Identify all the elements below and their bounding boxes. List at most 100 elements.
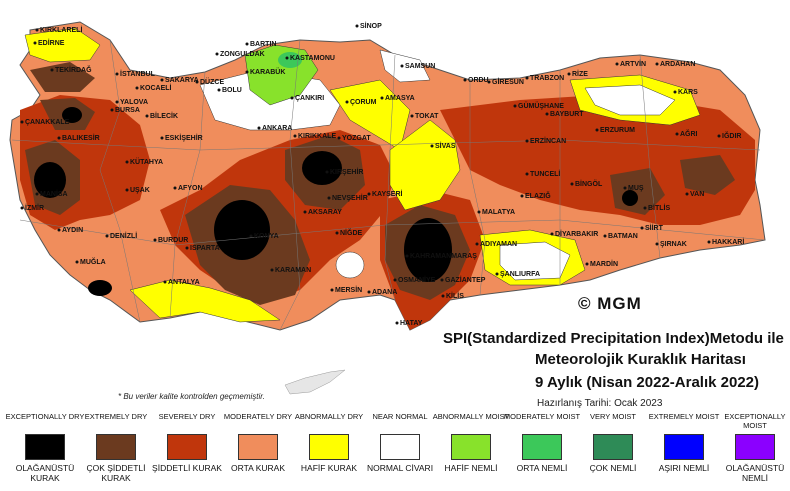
city-dot [110,108,114,112]
legend-english-label: VERY MOIST [590,412,636,421]
city-label: SİİRT [645,224,664,232]
mgm-logo: © MGM [578,294,642,313]
legend-english-label: EXTREMELY MOIST [648,412,720,421]
drought-map: KIRKLARELİEDİRNETEKİRDAĞİSTANBULKOCAELİS… [9,21,766,395]
city-label: KIRŞEHİR [330,168,363,176]
legend-turkish-label: ORTA NEMLİ [516,463,568,473]
city-label: KIRKLARELİ [40,26,82,34]
city-dot [257,126,261,130]
legend-item: MODERATELY MOIST ORTA NEMLİ [502,412,582,473]
city-label: ARDAHAN [660,61,695,68]
legend-turkish-label: HAFİF KURAK [300,463,358,473]
legend-turkish-label: HAFİF NEMLİ [444,463,498,473]
zone-exceptionally-dry-bitlis [622,190,638,206]
city-label: ÇANAKKALE [25,119,70,126]
city-dot [367,290,371,294]
city-label: KIRIKKALE [298,133,336,140]
city-dot [337,136,341,140]
city-label: ORDU [468,77,489,84]
city-dot [303,210,307,214]
city-label: ÇANKIRI [295,95,324,102]
city-label: MUŞ [628,185,644,192]
legend-swatch [735,434,775,460]
city-dot [545,112,549,116]
city-dot [623,186,627,190]
city-dot [249,234,253,238]
city-label: SİNOP [360,22,382,30]
legend-swatch [25,434,65,460]
city-dot [290,96,294,100]
city-label: ARTVİN [620,60,646,68]
city-label: İZMİR [25,204,44,212]
city-dot [475,242,479,246]
city-label: AFYON [178,185,203,192]
zone-extremely-dry-tekirdag [30,62,95,92]
city-dot [293,134,297,138]
city-label: ADIYAMAN [480,241,517,248]
city-dot [325,170,329,174]
city-dot [570,182,574,186]
city-label: YOZGAT [342,135,371,142]
city-dot [335,231,339,235]
city-label: DÜZCE [200,77,224,86]
city-label: TOKAT [415,113,439,120]
legend-item: NEAR NORMAL NORMAL CİVARI [360,412,440,473]
city-dot [57,228,61,232]
city-dot [35,192,39,196]
legend-item: EXTREMELY MOIST AŞIRI NEMLİ [644,412,724,473]
city-label: DENİZLİ [110,232,137,240]
city-label: BALIKESİR [62,134,100,142]
legend-turkish-label: OLAĞANÜSTÜ KURAK [15,463,75,483]
city-dot [675,132,679,136]
city-dot [405,254,409,258]
city-dot [441,294,445,298]
city-label: ISPARTA [190,245,220,252]
preparation-date: Hazırlanış Tarihi: Ocak 2023 [537,398,663,409]
city-dot [215,52,219,56]
city-label: TUNCELİ [530,170,560,178]
city-label: GÜMÜŞHANE [518,101,564,110]
city-dot [525,76,529,80]
zone-exceptionally-dry-kirsehir [302,151,342,185]
city-dot [440,278,444,282]
city-dot [185,246,189,250]
legend-item: ABNORMALLY DRY HAFİF KURAK [289,412,369,473]
city-label: KAYSERİ [372,190,403,198]
city-dot [345,100,349,104]
city-dot [585,262,589,266]
city-label: GİRESUN [492,78,524,86]
city-label: HAKKARİ [712,238,744,246]
city-label: NİĞDE [340,228,363,237]
city-label: KARAMAN [275,267,311,274]
city-dot [57,136,61,140]
city-label: BATMAN [608,233,638,240]
city-dot [685,192,689,196]
legend-item: VERY MOIST ÇOK NEMLİ [573,412,653,473]
city-dot [195,80,199,84]
city-dot [367,192,371,196]
quality-note: * Bu veriler kalite kontrolden geçmemişt… [118,392,265,401]
city-dot [513,104,517,108]
city-dot [330,288,334,292]
city-label: BAYBURT [550,111,584,118]
legend-item: ABNORMALLY MOIST HAFİF NEMLİ [431,412,511,473]
city-label: AĞRI [680,129,698,138]
legend-swatch [664,434,704,460]
city-label: KAHRAMANMARAŞ [410,253,477,260]
zone-exceptionally-dry-canakkale [62,107,82,123]
city-label: DİYARBAKIR [555,230,598,238]
city-label: BİTLİS [648,204,670,212]
legend-swatch [96,434,136,460]
city-labels: KIRKLARELİEDİRNETEKİRDAĞİSTANBULKOCAELİS… [20,22,744,327]
legend-swatch [522,434,562,460]
legend-english-label: SEVERELY DRY [158,412,216,421]
zone-extremely-dry-igdir [680,155,735,195]
city-dot [163,280,167,284]
title-period: 9 Aylık (Nisan 2022-Aralık 2022) [535,374,760,391]
city-label: MERSİN [335,286,362,294]
city-label: ŞIRNAK [660,241,687,248]
city-dot [655,242,659,246]
city-label: RİZE [572,70,588,78]
city-label: AKSARAY [308,209,342,216]
city-label: ZONGULDAK [220,51,265,58]
